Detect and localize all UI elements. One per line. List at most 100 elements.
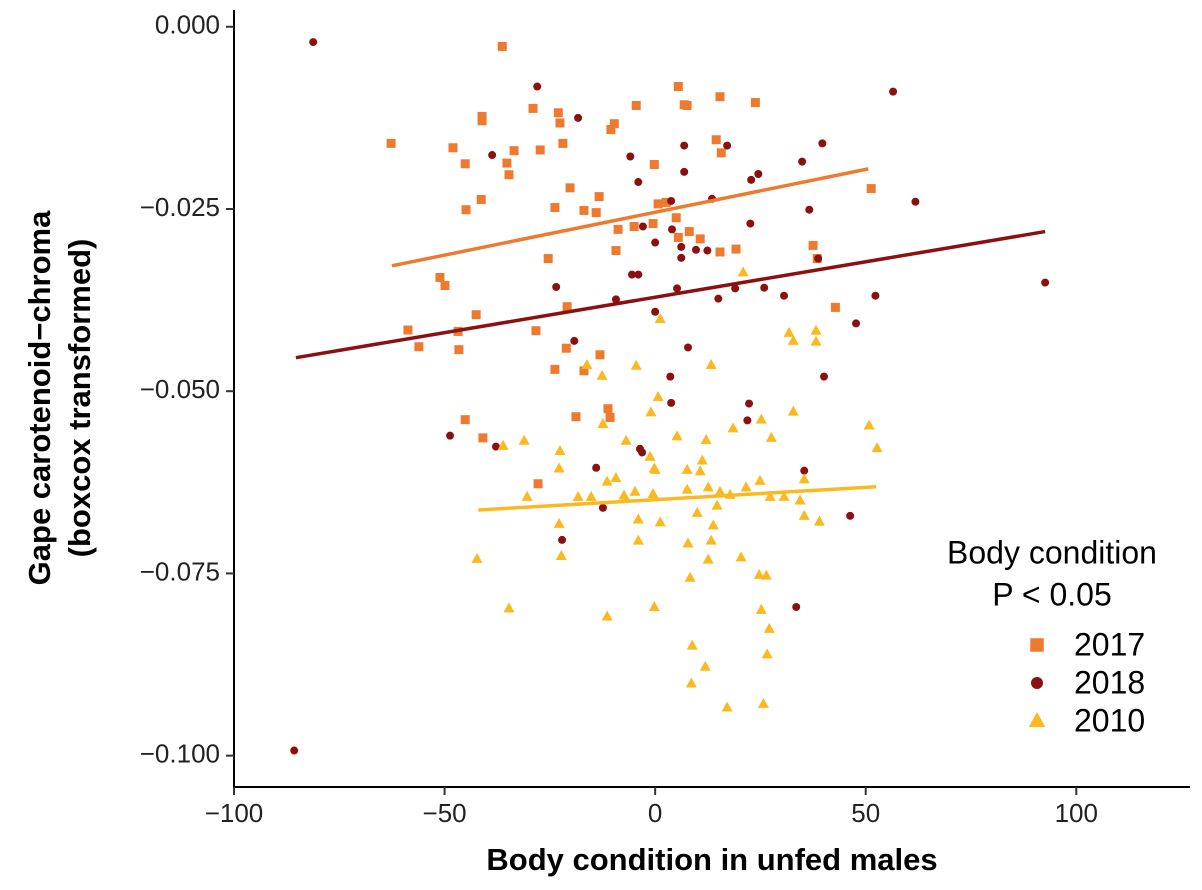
data-point (649, 160, 659, 170)
data-point (629, 485, 641, 496)
data-point (680, 167, 689, 176)
data-point (585, 490, 597, 501)
legend-marker (1031, 677, 1043, 689)
data-point (634, 270, 643, 279)
data-point (555, 118, 565, 128)
data-point (731, 284, 740, 293)
data-point (808, 240, 818, 250)
data-point (611, 295, 620, 304)
data-point (386, 138, 396, 148)
data-point (654, 516, 666, 527)
data-point (780, 291, 789, 300)
x-tick-label: 50 (851, 798, 880, 828)
data-point (755, 413, 767, 424)
data-point (747, 175, 756, 184)
data-point (591, 208, 601, 218)
y-tick-label: −0.100 (140, 739, 220, 769)
data-point (805, 205, 814, 214)
data-point (702, 553, 714, 564)
data-point (477, 116, 487, 126)
data-point (707, 519, 719, 530)
data-point (667, 196, 676, 205)
data-point (613, 224, 623, 234)
data-point (638, 448, 647, 457)
data-point (1041, 278, 1050, 287)
data-point (711, 135, 721, 145)
data-point (574, 113, 583, 122)
data-point (661, 197, 671, 207)
data-point (721, 701, 733, 712)
data-point (684, 227, 694, 237)
fit-line (391, 167, 869, 268)
data-point (631, 100, 641, 110)
data-point (533, 82, 542, 91)
data-point (760, 569, 772, 580)
data-point (478, 433, 488, 443)
data-point (533, 479, 543, 489)
data-point (543, 254, 553, 264)
x-tick-label: 0 (648, 798, 662, 828)
data-point (691, 245, 700, 254)
data-point (535, 145, 545, 155)
data-point (652, 391, 664, 402)
data-point (618, 489, 630, 500)
data-point (653, 199, 663, 209)
data-point (792, 602, 801, 611)
data-point (727, 422, 739, 433)
data-point (755, 603, 767, 614)
data-point (595, 350, 605, 360)
data-point (673, 232, 683, 242)
data-point (611, 246, 621, 256)
y-axis-label: Gape carotenoid−chroma (22, 210, 57, 585)
x-tick-label: −100 (205, 798, 264, 828)
data-point (810, 324, 822, 335)
data-point (561, 343, 571, 353)
data-point (783, 326, 795, 337)
data-point (502, 158, 512, 168)
data-point (761, 648, 773, 659)
legend-label: 2017 (1074, 626, 1145, 662)
data-point (671, 430, 683, 441)
data-point (579, 366, 589, 376)
data-point (403, 325, 413, 335)
data-point (745, 399, 754, 408)
data-point (592, 463, 601, 472)
data-point (667, 398, 676, 407)
data-point (471, 310, 481, 320)
data-point (504, 170, 514, 180)
data-point (871, 291, 880, 300)
legend-title: Body condition (947, 534, 1157, 570)
data-point (740, 481, 752, 492)
data-point (667, 225, 676, 234)
data-point (778, 490, 790, 501)
y-tick-label: −0.075 (140, 556, 220, 586)
data-point (597, 418, 609, 429)
data-point (579, 205, 589, 215)
data-point (528, 103, 538, 113)
data-point (820, 372, 829, 381)
data-point (553, 462, 565, 473)
data-point (460, 415, 470, 425)
data-point (677, 242, 686, 251)
fit-line (295, 229, 1046, 360)
data-point (680, 141, 689, 150)
data-point (454, 345, 464, 355)
data-point (764, 490, 776, 501)
data-point (654, 313, 666, 324)
legend-marker (1028, 712, 1046, 727)
data-point (750, 98, 760, 108)
data-point (682, 537, 694, 548)
data-point (554, 444, 566, 455)
data-point (787, 334, 799, 345)
data-point (716, 148, 726, 158)
data-point (735, 551, 747, 562)
data-point (518, 434, 530, 445)
data-point (753, 568, 765, 579)
data-point (830, 302, 840, 312)
data-point (461, 205, 471, 215)
data-point (648, 600, 660, 611)
data-point (627, 270, 636, 279)
data-point (630, 359, 642, 370)
data-point (681, 463, 693, 474)
data-point (754, 474, 766, 485)
